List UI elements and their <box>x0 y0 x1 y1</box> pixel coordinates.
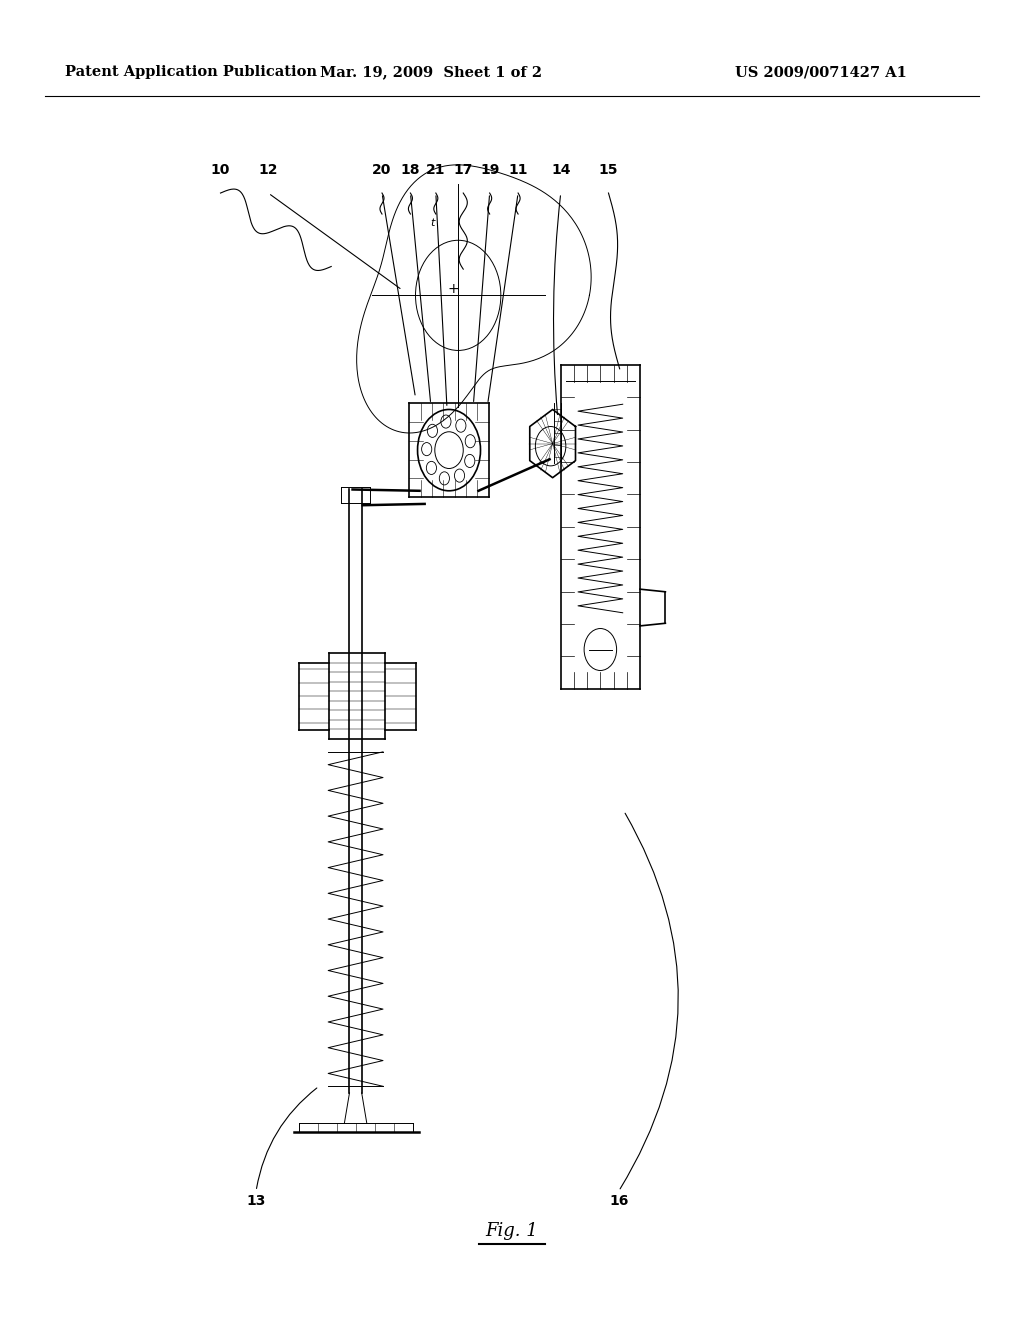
Text: 14: 14 <box>551 164 570 177</box>
Text: 19: 19 <box>480 164 500 177</box>
Text: US 2009/0071427 A1: US 2009/0071427 A1 <box>735 66 907 79</box>
Text: 21: 21 <box>426 164 445 177</box>
Text: 11: 11 <box>508 164 527 177</box>
Text: 10: 10 <box>211 164 230 177</box>
Text: 13: 13 <box>247 1195 266 1208</box>
Text: Fig. 1: Fig. 1 <box>485 1222 539 1239</box>
Text: Mar. 19, 2009  Sheet 1 of 2: Mar. 19, 2009 Sheet 1 of 2 <box>319 66 542 79</box>
Text: 15: 15 <box>599 164 618 177</box>
Text: 16: 16 <box>609 1195 629 1208</box>
Text: +: + <box>447 281 459 296</box>
Text: 17: 17 <box>454 164 473 177</box>
Text: 20: 20 <box>373 164 392 177</box>
Text: t: t <box>430 218 435 228</box>
Text: Patent Application Publication: Patent Application Publication <box>66 66 317 79</box>
Text: 18: 18 <box>400 164 420 177</box>
Text: 12: 12 <box>258 164 278 177</box>
